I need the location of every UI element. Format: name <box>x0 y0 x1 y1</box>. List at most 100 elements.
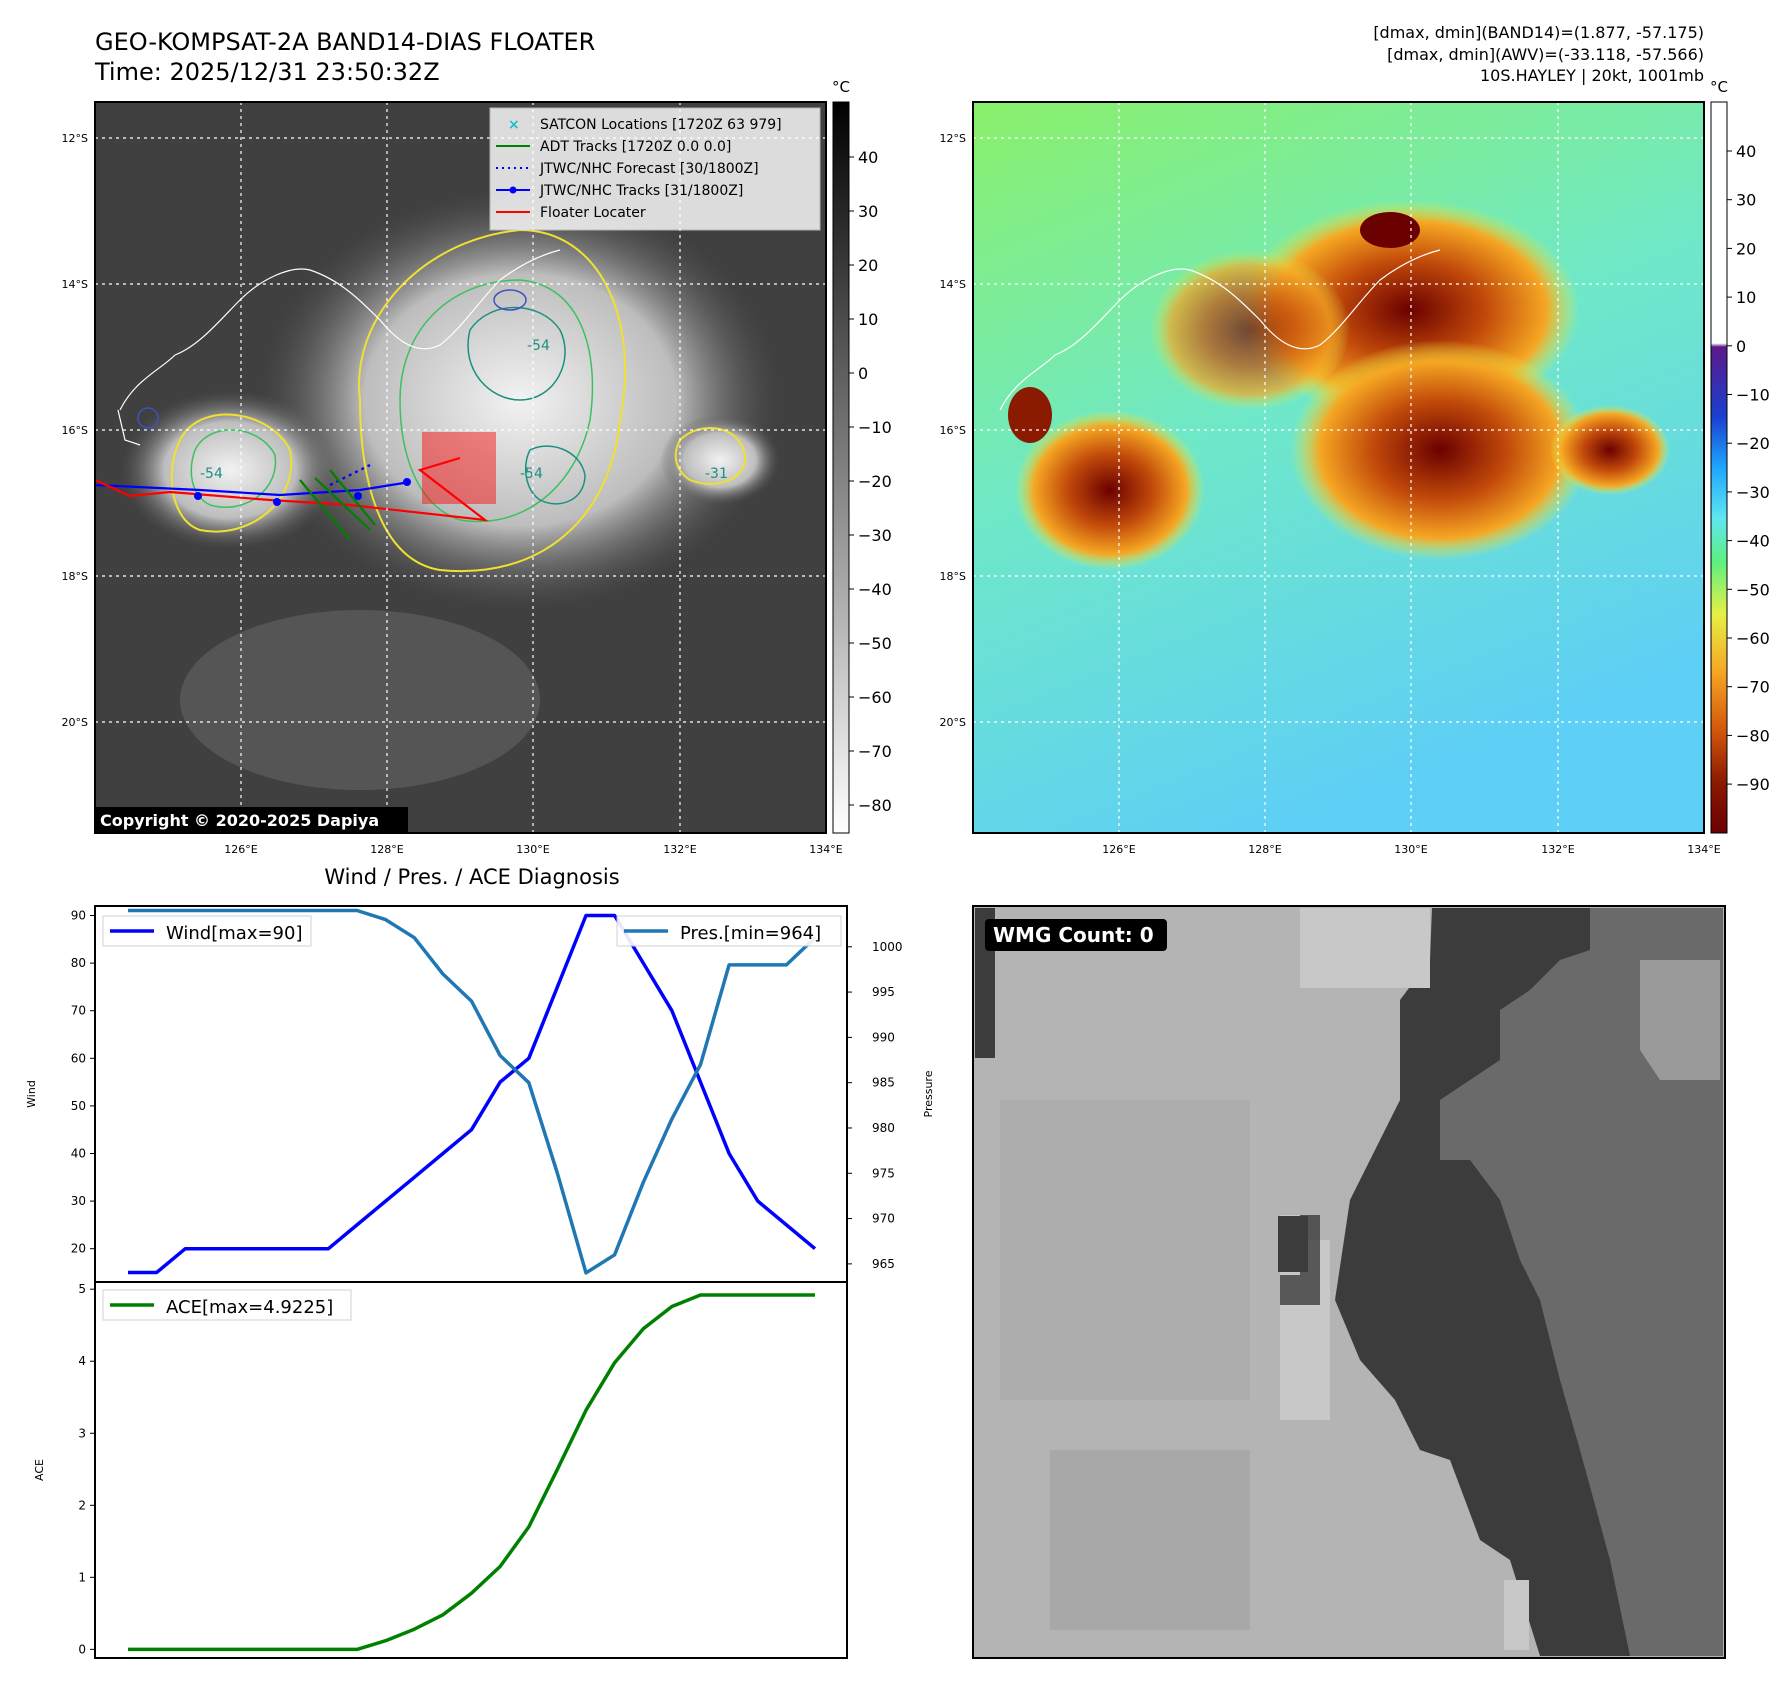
y-tick-label: 80 <box>71 956 86 970</box>
y-tick-label: 70 <box>71 1004 86 1018</box>
wind-axis-label: Wind <box>25 1080 38 1108</box>
colorbar-tick-label: −40 <box>858 580 892 599</box>
lon-tick-label: 128°E <box>1248 843 1281 856</box>
colorbar-tick-label: −20 <box>1736 434 1770 453</box>
svg-text:JTWC/NHC Forecast [30/1800Z]: JTWC/NHC Forecast [30/1800Z] <box>539 161 759 177</box>
lon-tick-label: 126°E <box>224 843 257 856</box>
lat-tick-label: 12°S <box>940 132 966 145</box>
color-colorbar: °C 40 30 20 10 0 −10 −20 −30 −40 −50 −60 −70 −80 −90 <box>1710 78 1770 834</box>
colorbar-tick-label: 10 <box>858 310 878 329</box>
lon-tick-label: 130°E <box>516 843 549 856</box>
colorbar-tick-label: 40 <box>858 148 878 167</box>
lat-tick-label: 20°S <box>940 716 966 729</box>
y-tick-label: 3 <box>78 1426 86 1440</box>
y-right-tick-label: 995 <box>872 985 895 999</box>
wind-pressure-chart: 20 30 40 50 60 70 80 90 965 970 975 980 985 990 995 100… <box>25 905 935 1283</box>
pressure-axis-label: Pressure <box>922 1070 935 1117</box>
lat-tick-label: 16°S <box>940 424 966 437</box>
legend-ace: ACE[max=4.9225] <box>102 1289 352 1321</box>
wind-series-line <box>128 913 817 1275</box>
svg-text:-54: -54 <box>527 338 550 354</box>
colorbar-tick-label: −70 <box>858 742 892 761</box>
pressure-series-line <box>128 908 817 1275</box>
legend: × SATCON Locations [1720Z 63 979] ADT Tr… <box>489 107 821 231</box>
copyright-badge: Copyright © 2020-2025 Dapiya <box>95 807 408 833</box>
y-right-tick-label: 975 <box>872 1166 895 1180</box>
y-right-tick-label: 985 <box>872 1076 895 1090</box>
svg-text:Copyright © 2020-2025 Dapiya: Copyright © 2020-2025 Dapiya <box>100 811 379 830</box>
y-tick-label: 5 <box>78 1282 86 1296</box>
legend-item-tracks: JTWC/NHC Tracks [31/1800Z] <box>496 183 743 199</box>
stats-line1: [dmax, dmin](BAND14)=(1.877, -57.175) <box>1373 23 1704 42</box>
y-tick-label: 50 <box>71 1099 86 1113</box>
svg-text:-54: -54 <box>520 466 543 482</box>
lat-tick-label: 14°S <box>62 278 88 291</box>
y-right-tick-label: 970 <box>872 1212 895 1226</box>
y-tick-label: 30 <box>71 1194 86 1208</box>
svg-text:ACE[max=4.9225]: ACE[max=4.9225] <box>166 1297 333 1318</box>
colorbar-tick-label: 20 <box>858 256 878 275</box>
y-tick-label: 90 <box>71 909 86 923</box>
colorbar-tick-label: −60 <box>858 688 892 707</box>
lat-tick-label: 18°S <box>940 570 966 583</box>
stats-line2: [dmax, dmin](AWV)=(-33.118, -57.566) <box>1387 45 1704 64</box>
ace-axis-label: ACE <box>33 1459 46 1481</box>
colorbar-tick-label: −50 <box>858 634 892 653</box>
y-right-tick-label: 965 <box>872 1257 895 1271</box>
ace-series-line <box>128 1293 815 1652</box>
colorbar-tick-label: −10 <box>858 418 892 437</box>
colorbar-tick-label: −60 <box>1736 629 1770 648</box>
colorbar-tick-label: 40 <box>1736 142 1756 161</box>
legend-wind: Wind[max=90] <box>102 915 312 947</box>
colorbar-tick-label: 20 <box>1736 239 1756 258</box>
svg-text:Pres.[min=964]: Pres.[min=964] <box>680 923 821 944</box>
svg-text:SATCON Locations [1720Z 63 979: SATCON Locations [1720Z 63 979] <box>540 117 782 133</box>
diagnosis-title: Wind / Pres. / ACE Diagnosis <box>324 865 619 889</box>
svg-text:×: × <box>508 117 520 133</box>
colorbar-tick-label: −80 <box>1736 726 1770 745</box>
stats-line3: 10S.HAYLEY | 20kt, 1001mb <box>1480 66 1704 85</box>
lon-tick-label: 132°E <box>663 843 696 856</box>
legend-item-adt: ADT Tracks [1720Z 0.0 0.0] <box>496 139 731 155</box>
y-right-tick-label: 980 <box>872 1121 895 1135</box>
svg-text:ADT Tracks [1720Z 0.0 0.0]: ADT Tracks [1720Z 0.0 0.0] <box>540 139 731 155</box>
lat-tick-label: 16°S <box>62 424 88 437</box>
legend-pressure: Pres.[min=964] <box>616 915 842 947</box>
colorbar-tick-label: 0 <box>858 364 868 383</box>
colorbar-tick-label: −30 <box>1736 483 1770 502</box>
svg-text:-31: -31 <box>705 466 728 482</box>
colorbar-tick-label: −50 <box>1736 580 1770 599</box>
lon-tick-label: 126°E <box>1102 843 1135 856</box>
y-tick-label: 20 <box>71 1242 86 1256</box>
lat-tick-label: 12°S <box>62 132 88 145</box>
lat-tick-label: 18°S <box>62 570 88 583</box>
y-tick-label: 1 <box>78 1570 86 1584</box>
floater-box <box>422 432 496 504</box>
y-tick-label: 40 <box>71 1146 86 1160</box>
colorbar-tick-label: −10 <box>1736 386 1770 405</box>
figure-title-line1: GEO-KOMPSAT-2A BAND14-DIAS FLOATER <box>95 28 595 56</box>
wmg-count-badge: WMG Count: 0 <box>985 919 1167 951</box>
legend-item-floater: Floater Locater <box>496 205 646 221</box>
lat-tick-label: 20°S <box>62 716 88 729</box>
colorbar-tick-label: −30 <box>858 526 892 545</box>
legend-item-satcon: × SATCON Locations [1720Z 63 979] <box>508 117 782 133</box>
lat-tick-label: 14°S <box>940 278 966 291</box>
svg-text:Floater Locater: Floater Locater <box>540 205 646 221</box>
y-right-tick-label: 990 <box>872 1030 895 1044</box>
lon-tick-label: 134°E <box>809 843 842 856</box>
colorbar-tick-label: −90 <box>1736 775 1770 794</box>
colorbar-tick-label: 30 <box>858 202 878 221</box>
colorbar-tick-label: −80 <box>858 796 892 815</box>
wmg-panel: WMG Count: 0 <box>972 905 1726 1659</box>
y-tick-label: 4 <box>78 1354 86 1368</box>
y-right-tick-label: 1000 <box>872 940 903 954</box>
colorbar-tick-label: −70 <box>1736 678 1770 697</box>
colorbar-tick-label: 0 <box>1736 337 1746 356</box>
svg-text:Wind[max=90]: Wind[max=90] <box>166 923 303 944</box>
legend-item-forecast: JTWC/NHC Forecast [30/1800Z] <box>496 161 759 177</box>
svg-text:-54: -54 <box>200 466 223 482</box>
svg-text:WMG Count: 0: WMG Count: 0 <box>993 923 1154 947</box>
colorbar-tick-label: −20 <box>858 472 892 491</box>
